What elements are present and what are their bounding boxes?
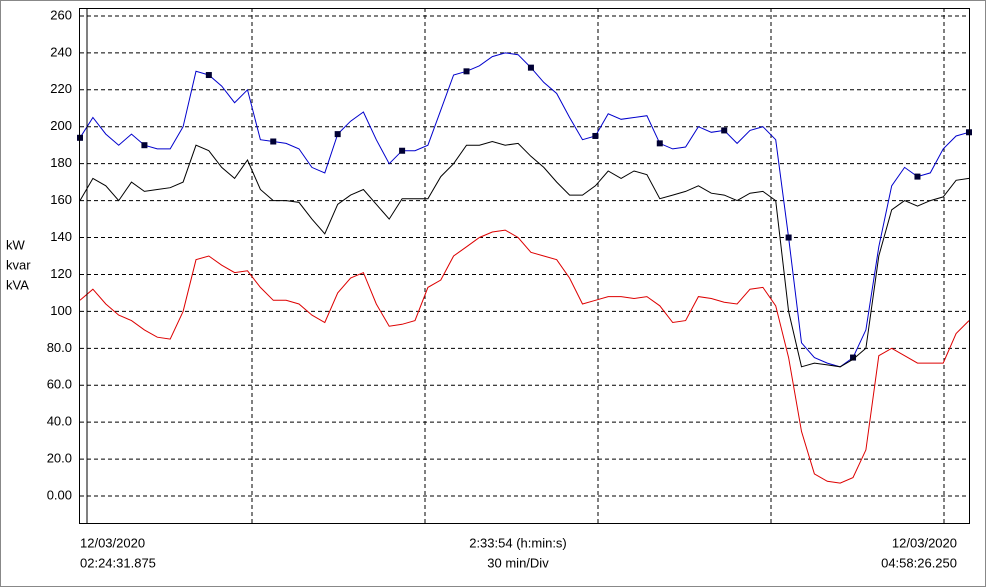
y-tick-label: 120 — [50, 266, 72, 281]
end-time: 04:58:26.250 — [881, 555, 957, 570]
y-tick-label: 60.0 — [47, 377, 72, 392]
y-tick-label: 200 — [50, 118, 72, 133]
series-marker — [141, 142, 148, 149]
series-marker — [205, 72, 212, 79]
series-marker — [527, 64, 534, 71]
series-marker — [850, 354, 857, 361]
y-tick-label: 220 — [50, 81, 72, 96]
start-date: 12/03/2020 — [80, 535, 145, 550]
series-marker — [721, 127, 728, 134]
series-marker — [270, 138, 277, 145]
y-tick-label: 20.0 — [47, 451, 72, 466]
y-tick-label: 260 — [50, 7, 72, 22]
y-tick-label: 80.0 — [47, 340, 72, 355]
series-marker — [334, 131, 341, 138]
y-tick-label: 100 — [50, 303, 72, 318]
series-marker — [656, 140, 663, 147]
series-marker — [785, 234, 792, 241]
series-marker — [399, 147, 406, 154]
series-line — [79, 52, 970, 368]
series-marker — [463, 68, 470, 75]
y-tick-label: 140 — [50, 229, 72, 244]
time-span: 2:33:54 (h:min:s) — [469, 535, 567, 550]
y-axis-label: kW — [6, 237, 26, 252]
series-line — [79, 229, 970, 484]
end-date: 12/03/2020 — [892, 535, 957, 550]
y-tick-label: 0.00 — [47, 487, 72, 502]
y-axis-label: kvar — [6, 257, 31, 272]
series-marker — [914, 173, 921, 180]
y-tick-label: 40.0 — [47, 414, 72, 429]
start-time: 02:24:31.875 — [80, 555, 156, 570]
plot-border — [79, 8, 970, 524]
y-tick-label: 180 — [50, 155, 72, 170]
series-marker — [592, 132, 599, 139]
series-line — [79, 140, 970, 368]
y-axis-label: kVA — [6, 277, 29, 292]
y-tick-label: 240 — [50, 44, 72, 59]
y-tick-label: 160 — [50, 192, 72, 207]
time-per-div: 30 min/Div — [487, 555, 549, 570]
